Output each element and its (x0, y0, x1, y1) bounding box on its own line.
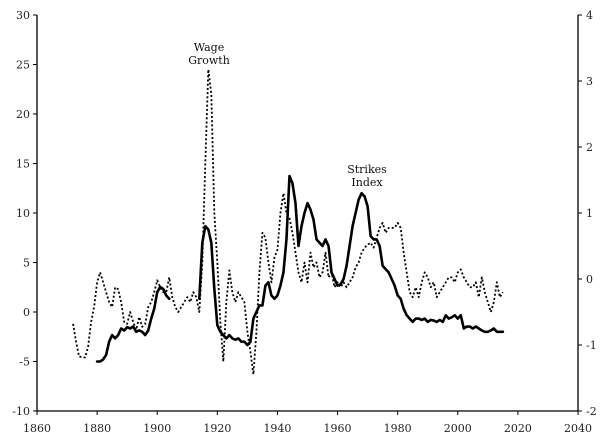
left-y-tick-label: -10 (12, 405, 30, 418)
strikes-series-line (198, 174, 505, 347)
left-y-tick-label: 0 (23, 306, 30, 319)
annotation-line: Growth (188, 54, 230, 67)
right-y-tick-label: 4 (586, 9, 593, 22)
right-y-tick-label: -1 (586, 339, 597, 352)
x-tick-label: 2040 (564, 422, 592, 435)
right-y-tick-label: -2 (586, 405, 597, 418)
chart-axes (36, 15, 579, 412)
x-tick-label: 1900 (143, 422, 171, 435)
annotation-line: Wage (194, 41, 224, 54)
right-y-tick-label: 1 (586, 207, 593, 220)
right-y-tick-label: 2 (586, 141, 593, 154)
annotation-line: Index (351, 176, 383, 189)
strikes-series-line (95, 285, 171, 363)
left-y-tick-label: 10 (16, 207, 30, 220)
annotation-layer: Wage Growth Strikes Index (188, 41, 387, 189)
x-tick-label: 1960 (324, 422, 352, 435)
x-tick-label: 1920 (203, 422, 231, 435)
right-y-tick-label: 3 (586, 75, 593, 88)
annotation-line: Strikes (347, 163, 387, 176)
x-tick-label: 1980 (384, 422, 412, 435)
left-y-tick-label: 20 (16, 108, 30, 121)
left-y-tick-label: 15 (16, 158, 30, 171)
series-layer (72, 68, 505, 376)
strikes-series-annotation: Strikes Index (347, 163, 387, 189)
left-y-tick-label: -5 (19, 356, 30, 369)
left-y-tick-label: 5 (23, 257, 30, 270)
wage-series-line (72, 68, 504, 376)
left-y-tick-label: 25 (16, 59, 30, 72)
x-tick-label: 1880 (83, 422, 111, 435)
right-y-tick-label: 0 (586, 273, 593, 286)
wage-series-annotation: Wage Growth (188, 41, 230, 67)
x-tick-label: 1860 (23, 422, 51, 435)
left-y-tick-label: 30 (16, 9, 30, 22)
x-tick-label: 2020 (504, 422, 532, 435)
x-tick-label: 2000 (444, 422, 472, 435)
x-tick-label: 1940 (263, 422, 291, 435)
